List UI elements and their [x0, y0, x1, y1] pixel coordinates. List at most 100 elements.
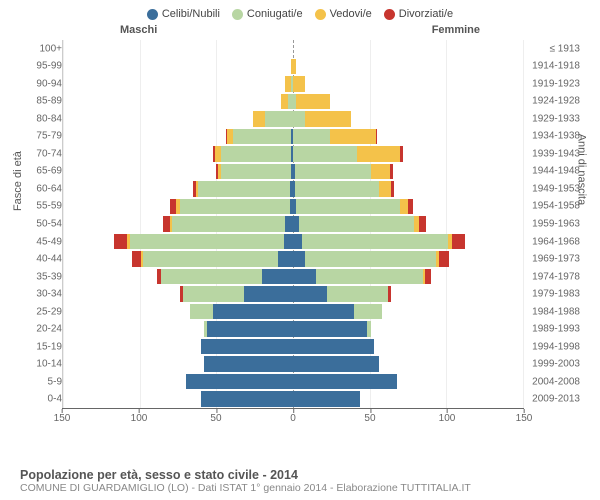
bar-segment — [293, 286, 327, 302]
male-half — [63, 94, 293, 110]
male-half — [63, 234, 293, 250]
bar-segment — [132, 251, 141, 267]
bar-segment — [425, 269, 431, 285]
birth-year-label: 1924-1928 — [524, 96, 580, 107]
bar-segment — [293, 146, 357, 162]
female-half — [293, 94, 523, 110]
bar-segment — [376, 129, 378, 145]
age-label: 95-99 — [20, 61, 62, 72]
bar-segment — [278, 251, 293, 267]
female-half — [293, 41, 523, 57]
male-label: Maschi — [120, 24, 157, 36]
age-label: 10-14 — [20, 359, 62, 370]
female-half — [293, 111, 523, 127]
female-half — [293, 216, 523, 232]
male-half — [63, 391, 293, 407]
legend-label: Divorziati/e — [399, 8, 453, 20]
chart-area: Fasce di età Anni di nascita 100+95-9990… — [20, 40, 580, 430]
female-half — [293, 321, 523, 337]
bar-segment — [172, 216, 285, 232]
bar-segment — [204, 356, 293, 372]
age-label: 50-54 — [20, 219, 62, 230]
bar-segment — [388, 286, 391, 302]
legend-label: Coniugati/e — [247, 8, 303, 20]
pyramid-row — [63, 286, 523, 302]
x-tick: 50 — [364, 413, 375, 424]
birth-year-label: 1999-2003 — [524, 359, 580, 370]
bar-segment — [180, 199, 290, 215]
bar-segment — [316, 269, 423, 285]
pyramid-row — [63, 304, 523, 320]
female-half — [293, 181, 523, 197]
age-label: 65-69 — [20, 166, 62, 177]
bar-segment — [452, 234, 464, 250]
age-label: 40-44 — [20, 254, 62, 265]
bar-segment — [293, 374, 397, 390]
bar-segment — [293, 111, 305, 127]
female-label: Femmine — [432, 24, 480, 36]
legend: Celibi/NubiliConiugati/eVedovi/eDivorzia… — [0, 0, 600, 24]
bar-segment — [233, 129, 291, 145]
female-half — [293, 339, 523, 355]
bar-segment — [330, 129, 376, 145]
birth-year-label: 1929-1933 — [524, 113, 580, 124]
legend-swatch — [315, 9, 326, 20]
legend-swatch — [147, 9, 158, 20]
pyramid-row — [63, 374, 523, 390]
birth-year-label: 1974-1978 — [524, 271, 580, 282]
male-half — [63, 129, 293, 145]
birth-year-label: 1954-1958 — [524, 201, 580, 212]
birth-year-label: 1959-1963 — [524, 219, 580, 230]
bar-segment — [305, 111, 351, 127]
age-label: 30-34 — [20, 289, 62, 300]
bar-segment — [201, 391, 293, 407]
age-label: 45-49 — [20, 236, 62, 247]
birth-year-label: 1944-1948 — [524, 166, 580, 177]
bar-segment — [207, 321, 293, 337]
pyramid-row — [63, 94, 523, 110]
bar-segment — [161, 269, 262, 285]
bar-segment — [198, 181, 290, 197]
chart-title: Popolazione per età, sesso e stato civil… — [20, 468, 471, 482]
age-label: 35-39 — [20, 271, 62, 282]
female-half — [293, 146, 523, 162]
legend-swatch — [232, 9, 243, 20]
birth-year-label: 1919-1923 — [524, 78, 580, 89]
bar-segment — [130, 234, 283, 250]
bar-segment — [244, 286, 293, 302]
bar-segment — [302, 234, 448, 250]
bar-segment — [186, 374, 293, 390]
pyramid-row — [63, 129, 523, 145]
footer: Popolazione per età, sesso e stato civil… — [20, 468, 471, 494]
age-label: 25-29 — [20, 306, 62, 317]
bar-segment — [281, 94, 289, 110]
pyramid-row — [63, 216, 523, 232]
age-label: 5-9 — [20, 376, 62, 387]
birth-year-label: 1989-1993 — [524, 324, 580, 335]
female-half — [293, 304, 523, 320]
female-half — [293, 374, 523, 390]
bar-segment — [293, 251, 305, 267]
bar-segment — [295, 181, 379, 197]
bar-segment — [295, 164, 372, 180]
chart-subtitle: COMUNE DI GUARDAMIGLIO (LO) - Dati ISTAT… — [20, 482, 471, 494]
pyramid-row — [63, 164, 523, 180]
pyramid-row — [63, 321, 523, 337]
bar-segment — [265, 111, 293, 127]
age-label: 90-94 — [20, 78, 62, 89]
bar-segment — [253, 111, 265, 127]
bar-segment — [357, 146, 400, 162]
female-half — [293, 391, 523, 407]
female-half — [293, 234, 523, 250]
bar-segment — [183, 286, 244, 302]
male-half — [63, 374, 293, 390]
age-label: 0-4 — [20, 394, 62, 405]
male-half — [63, 356, 293, 372]
bar-segment — [163, 216, 171, 232]
bar-segment — [305, 251, 435, 267]
female-half — [293, 356, 523, 372]
bar-segment — [293, 304, 354, 320]
bar-segment — [439, 251, 450, 267]
pyramid-row — [63, 339, 523, 355]
male-half — [63, 216, 293, 232]
